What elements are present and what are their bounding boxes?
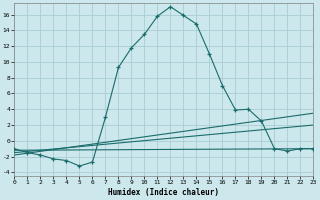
X-axis label: Humidex (Indice chaleur): Humidex (Indice chaleur) [108,188,220,197]
